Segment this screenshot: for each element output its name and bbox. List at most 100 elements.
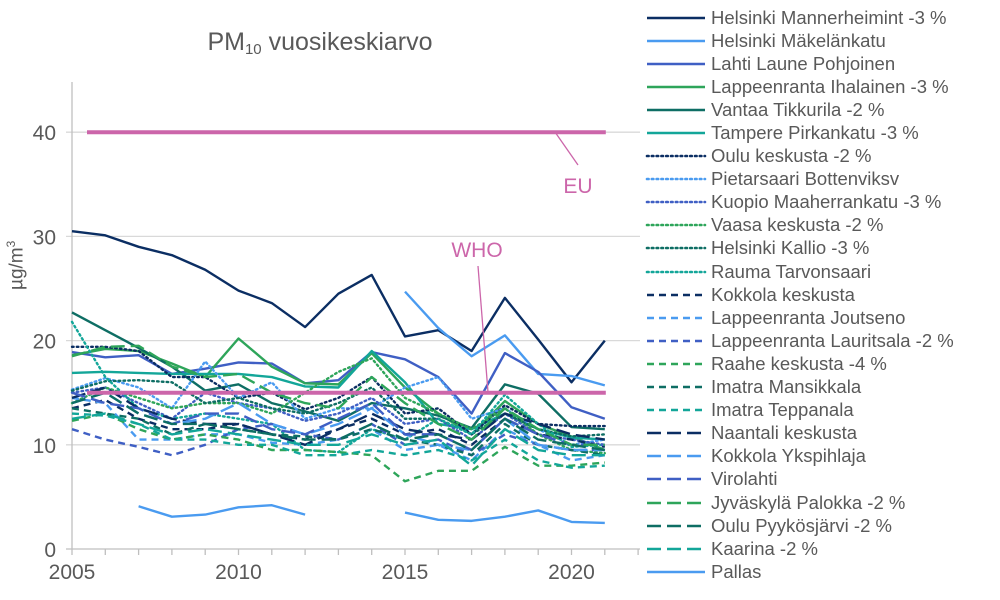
legend-swatch-icon xyxy=(645,247,707,250)
legend-label: Lappeenranta Ihalainen -3 % xyxy=(711,75,949,97)
legend-swatch-icon xyxy=(647,62,705,66)
legend-swatch-icon xyxy=(647,547,705,551)
legend-label: Kuopio Maaherrankatu -3 % xyxy=(711,191,942,213)
legend-swatch-icon xyxy=(647,108,705,112)
eu-callout-line xyxy=(554,131,579,166)
series-line xyxy=(70,345,606,436)
legend-item: Helsinki Mäkelänkatu xyxy=(645,29,954,52)
legend-label: Oulu Pyykösjärvi -2 % xyxy=(711,514,892,536)
y-tick-label: 0 xyxy=(44,539,56,562)
legend-swatch-icon xyxy=(647,501,705,504)
legend-label: Virolahti xyxy=(711,468,778,490)
series-lines xyxy=(70,229,606,525)
series-line xyxy=(404,290,606,387)
series-line xyxy=(71,311,605,431)
legend-label: Raahe keskusta -4 % xyxy=(711,352,887,374)
series-line xyxy=(71,344,605,446)
series-line xyxy=(70,378,606,438)
legend-swatch-icon xyxy=(645,270,707,273)
legend-swatch-icon xyxy=(647,16,705,19)
legend-label: Vantaa Tikkurila -2 % xyxy=(711,98,885,120)
y-tick-label: 20 xyxy=(33,331,56,354)
legend-label: Helsinki Mäkelänkatu xyxy=(711,29,886,51)
legend-swatch-icon xyxy=(647,339,705,343)
legend-label: Lahti Laune Pohjoinen xyxy=(711,52,896,74)
legend-label: Kokkola Ykspihlaja xyxy=(711,445,866,467)
legend-swatch-icon xyxy=(647,385,705,389)
legend-item: Vaasa keskusta -2 % xyxy=(645,214,954,237)
legend-swatch-icon xyxy=(647,408,705,412)
plot-area: 0 10 20 30 40 2005 2010 2015 2020 EU WHO xyxy=(33,82,640,584)
series-line xyxy=(71,386,605,446)
series-line xyxy=(71,407,605,457)
legend-label: Lappeenranta Lauritsala -2 % xyxy=(711,329,954,351)
x-tick-label: 2005 xyxy=(49,561,96,584)
series-line xyxy=(70,386,606,446)
legend-swatch-icon xyxy=(647,524,705,527)
legend-item: Imatra Teppanala xyxy=(645,399,954,422)
legend-label: Oulu keskusta -2 % xyxy=(711,145,872,167)
legend-label: Helsinki Kallio -3 % xyxy=(711,237,870,259)
series-line xyxy=(138,504,306,518)
legend-item: Naantali keskusta xyxy=(645,422,954,445)
who-callout-line xyxy=(477,265,489,393)
legend-label: Lappeenranta Joutseno xyxy=(711,306,906,328)
y-tick-label: 10 xyxy=(33,435,56,458)
legend-swatch-icon xyxy=(645,200,707,204)
eu-label: EU xyxy=(563,175,592,198)
legend-label: Pallas xyxy=(711,560,762,582)
legend-label: Imatra Mansikkala xyxy=(711,376,862,398)
legend-label: Helsinki Mannerheimint -3 % xyxy=(711,6,947,28)
legend-swatch-icon xyxy=(647,85,705,89)
axes: 0 10 20 30 40 2005 2010 2015 2020 xyxy=(33,82,640,584)
legend-item: Oulu Pyykösjärvi -2 % xyxy=(645,514,954,537)
y-tick-label: 40 xyxy=(33,122,56,145)
legend-item: Helsinki Kallio -3 % xyxy=(645,237,954,260)
legend-item: Pietarsaari Bottenviksv xyxy=(645,168,954,191)
legend-label: Imatra Teppanala xyxy=(711,399,854,421)
x-tick-label: 2010 xyxy=(215,561,262,584)
legend-item: Raahe keskusta -4 % xyxy=(645,352,954,375)
series-line xyxy=(71,422,605,457)
gridlines xyxy=(66,131,640,446)
series-line xyxy=(70,357,606,455)
who-label: WHO xyxy=(451,239,502,262)
legend-item: Lappeenranta Lauritsala -2 % xyxy=(645,329,954,352)
legend-label: Rauma Tarvonsaari xyxy=(711,260,872,282)
legend-swatch-icon xyxy=(647,431,705,435)
x-tick-label: 2020 xyxy=(548,561,595,584)
series-line xyxy=(71,229,606,384)
legend-item: Lappeenranta Ihalainen -3 % xyxy=(645,75,954,98)
legend-swatch-icon xyxy=(647,455,705,458)
legend-item: Kokkola Ykspihlaja xyxy=(645,445,954,468)
legend-label: Vaasa keskusta -2 % xyxy=(711,214,884,236)
series-line xyxy=(404,509,605,525)
legend-item: Lahti Laune Pohjoinen xyxy=(645,52,954,75)
legend-item: Imatra Mansikkala xyxy=(645,376,954,399)
legend-swatch-icon xyxy=(647,131,705,135)
legend-item: Vantaa Tikkurila -2 % xyxy=(645,98,954,121)
series-line xyxy=(70,320,606,454)
legend: Helsinki Mannerheimint -3 % Helsinki Mäke… xyxy=(645,6,954,583)
reference-lines xyxy=(87,130,606,395)
chart-title: PM10 vuosikeskiarvo xyxy=(207,28,433,58)
x-tick-label: 2015 xyxy=(382,561,429,584)
annotations: EU WHO xyxy=(451,131,593,393)
series-line xyxy=(71,412,605,483)
y-tick-label: 30 xyxy=(33,226,56,249)
series-line xyxy=(71,412,605,469)
legend-swatch-icon xyxy=(647,39,705,42)
legend-item: Kaarina -2 % xyxy=(645,537,954,560)
legend-swatch-icon xyxy=(647,570,705,574)
legend-swatch-icon xyxy=(647,478,705,481)
legend-item: Helsinki Mannerheimint -3 % xyxy=(645,6,954,29)
legend-swatch-icon xyxy=(645,224,707,227)
legend-item: Pallas xyxy=(645,560,954,583)
legend-label: Kaarina -2 % xyxy=(711,537,818,559)
legend-item: Kokkola keskusta xyxy=(645,283,954,306)
legend-item: Rauma Tarvonsaari xyxy=(645,260,954,283)
legend-label: Tampere Pirkankatu -3 % xyxy=(711,122,919,144)
legend-item: Virolahti xyxy=(645,468,954,491)
legend-item: Kuopio Maaherrankatu -3 % xyxy=(645,191,954,214)
legend-label: Kokkola keskusta xyxy=(711,283,855,305)
